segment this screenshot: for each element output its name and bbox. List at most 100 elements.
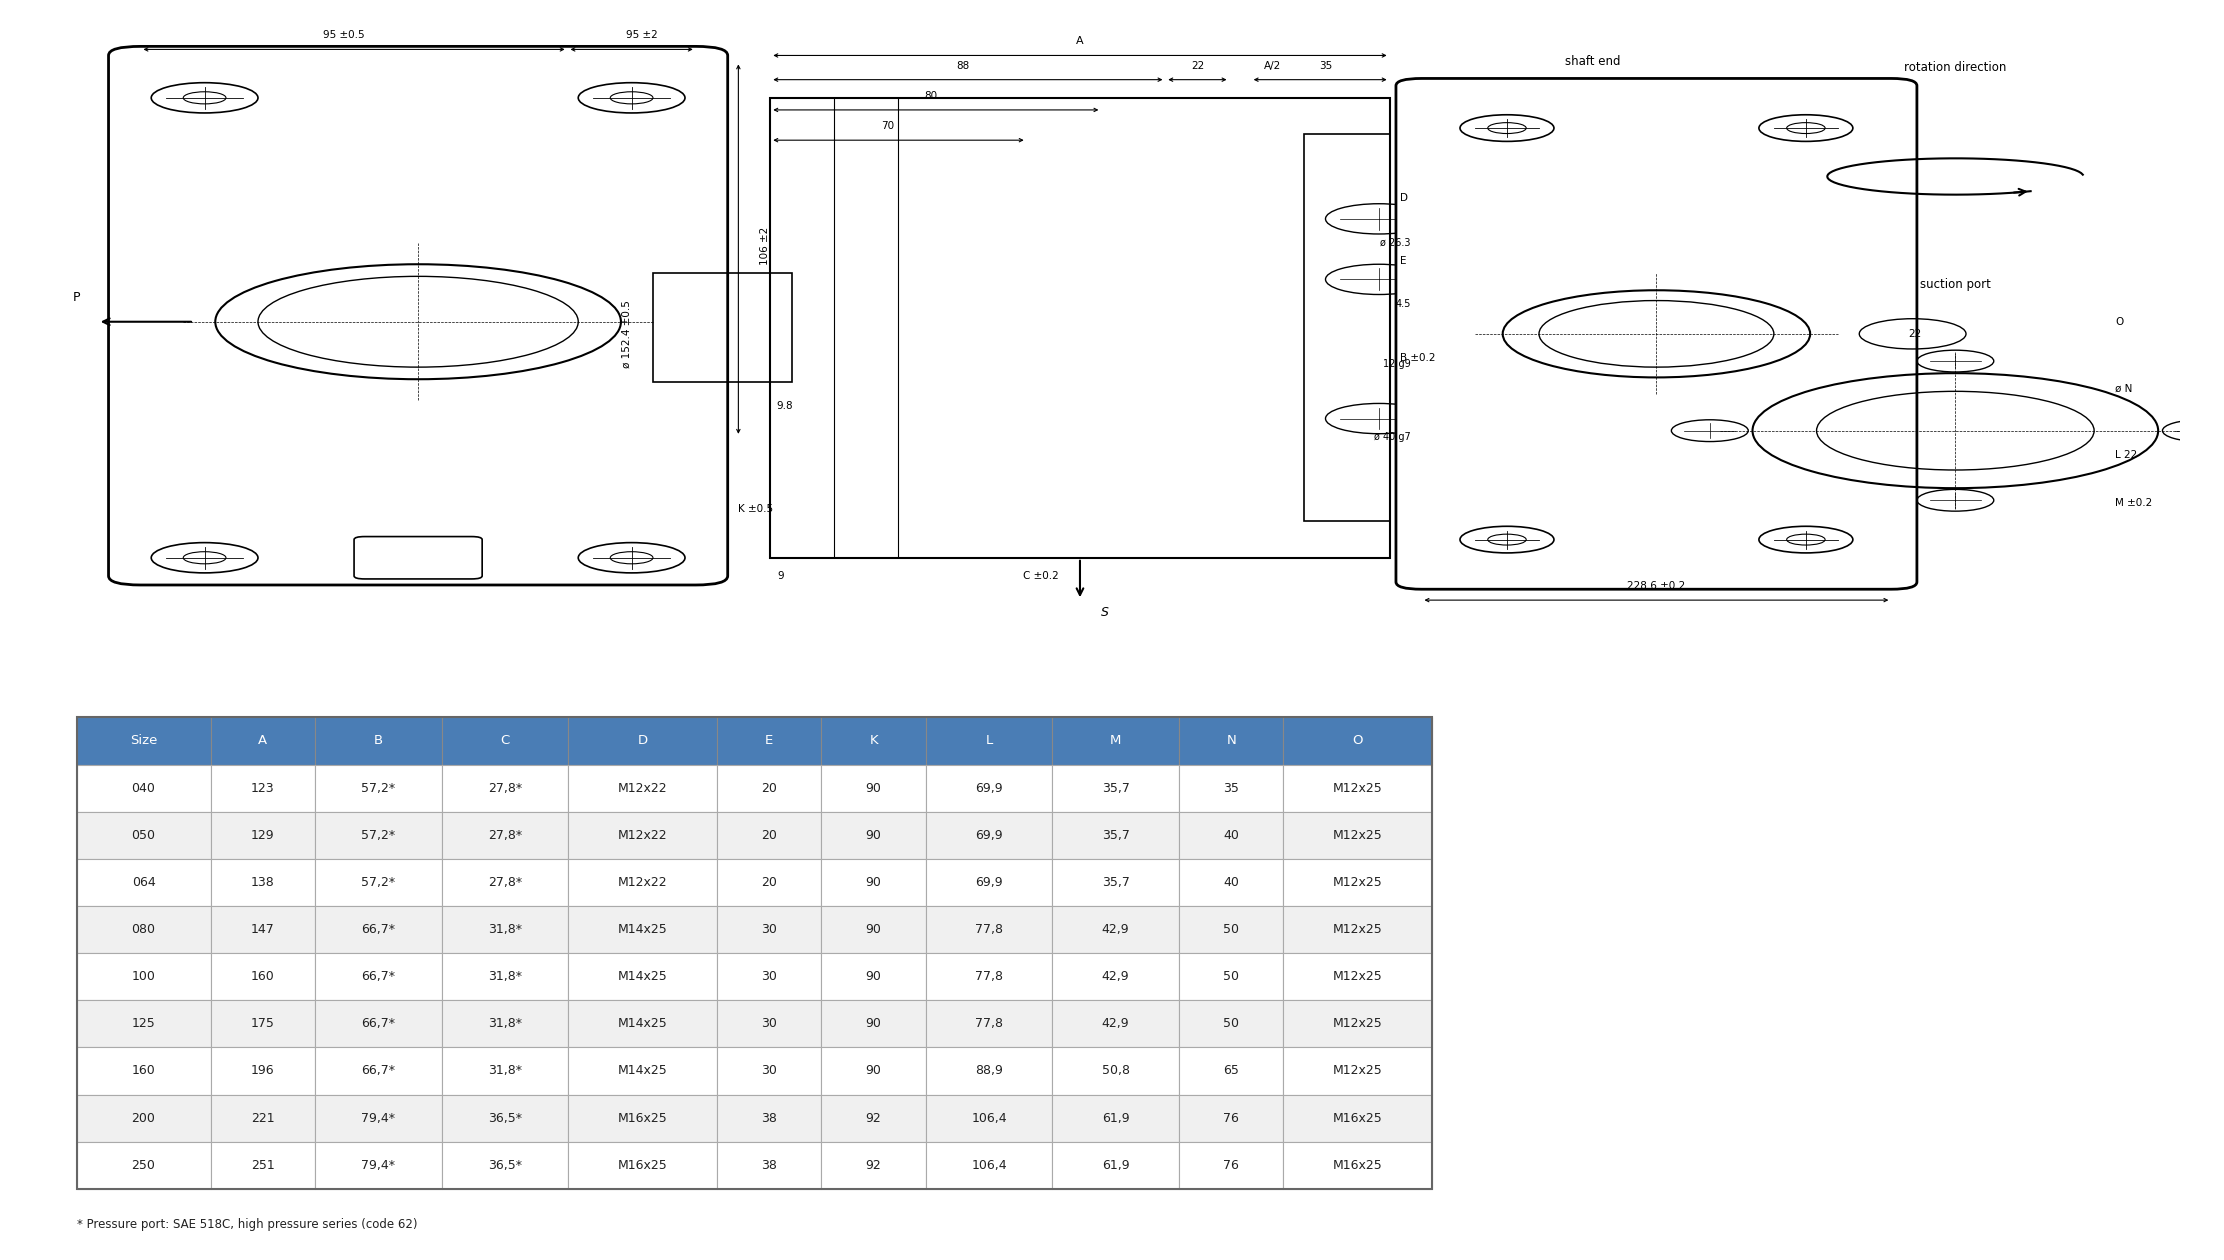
Text: Size: Size — [129, 735, 158, 747]
Text: M12x22: M12x22 — [618, 781, 667, 795]
Text: 27,8*: 27,8* — [487, 876, 523, 888]
Bar — [716, 1047, 821, 1095]
Text: 38: 38 — [761, 1111, 776, 1125]
Text: 65: 65 — [1223, 1065, 1239, 1077]
Bar — [716, 811, 821, 859]
Text: 123: 123 — [251, 781, 274, 795]
Text: 92: 92 — [865, 1111, 881, 1125]
Bar — [925, 717, 1052, 765]
Text: 20: 20 — [761, 781, 776, 795]
Text: 160: 160 — [251, 970, 274, 983]
Text: 42,9: 42,9 — [1101, 1017, 1130, 1031]
Text: C ±0.2: C ±0.2 — [1023, 571, 1059, 581]
Text: 35: 35 — [1223, 781, 1239, 795]
Bar — [925, 765, 1052, 811]
Bar — [1283, 717, 1432, 765]
Text: ø 40 g7: ø 40 g7 — [1374, 432, 1410, 442]
Text: 42,9: 42,9 — [1101, 970, 1130, 983]
Text: M12x25: M12x25 — [1332, 876, 1383, 888]
Text: 50: 50 — [1223, 924, 1239, 936]
Bar — [76, 906, 211, 953]
Bar — [443, 717, 567, 765]
Bar — [443, 1000, 567, 1047]
Text: 70: 70 — [881, 121, 894, 131]
Text: 138: 138 — [251, 876, 274, 888]
Bar — [211, 1095, 316, 1142]
Text: M ±0.2: M ±0.2 — [2115, 498, 2153, 508]
Bar — [1179, 953, 1283, 1000]
Bar — [76, 859, 211, 906]
Text: D: D — [1401, 193, 1408, 203]
Bar — [567, 1095, 716, 1142]
Bar — [567, 906, 716, 953]
Text: P: P — [73, 291, 80, 304]
Bar — [316, 906, 443, 953]
Bar — [316, 859, 443, 906]
Text: M16x25: M16x25 — [618, 1111, 667, 1125]
Text: 12 g9: 12 g9 — [1383, 359, 1410, 369]
Bar — [925, 811, 1052, 859]
Text: 66,7*: 66,7* — [360, 924, 396, 936]
Text: 35,7: 35,7 — [1101, 829, 1130, 842]
Text: 77,8: 77,8 — [974, 924, 1003, 936]
Bar — [76, 1000, 211, 1047]
Text: M16x25: M16x25 — [1332, 1111, 1383, 1125]
Text: 040: 040 — [131, 781, 156, 795]
Bar — [654, 273, 792, 382]
Bar — [1179, 1095, 1283, 1142]
Bar — [443, 811, 567, 859]
Bar — [925, 1000, 1052, 1047]
Bar — [1179, 906, 1283, 953]
Bar — [443, 1142, 567, 1188]
Text: 9: 9 — [778, 571, 785, 581]
Bar — [1283, 1142, 1432, 1188]
Bar — [821, 1142, 925, 1188]
Bar — [76, 1095, 211, 1142]
Text: 22: 22 — [1190, 60, 1203, 71]
Text: B: B — [374, 735, 383, 747]
Bar — [716, 859, 821, 906]
Text: 35,7: 35,7 — [1101, 876, 1130, 888]
Bar — [821, 953, 925, 1000]
Text: 38: 38 — [761, 1159, 776, 1172]
Text: 40: 40 — [1223, 829, 1239, 842]
Text: 30: 30 — [761, 1065, 776, 1077]
Text: 228.6 ±0.2: 228.6 ±0.2 — [1628, 581, 1686, 591]
Text: A/2: A/2 — [1263, 60, 1281, 71]
Text: 79,4*: 79,4* — [360, 1111, 396, 1125]
Text: 90: 90 — [865, 924, 881, 936]
Text: 160: 160 — [131, 1065, 156, 1077]
Bar — [1283, 1000, 1432, 1047]
Text: 57,2*: 57,2* — [360, 829, 396, 842]
Text: A: A — [258, 735, 267, 747]
Text: 76: 76 — [1223, 1111, 1239, 1125]
Text: L 22: L 22 — [2115, 450, 2137, 460]
Bar — [925, 906, 1052, 953]
Text: D: D — [638, 735, 647, 747]
Bar — [821, 1095, 925, 1142]
Text: 61,9: 61,9 — [1101, 1159, 1130, 1172]
Bar — [443, 1047, 567, 1095]
Text: 106,4: 106,4 — [972, 1111, 1007, 1125]
Bar — [443, 859, 567, 906]
Text: 31,8*: 31,8* — [487, 924, 523, 936]
Text: 88,9: 88,9 — [974, 1065, 1003, 1077]
Bar — [76, 811, 211, 859]
Text: suction port: suction port — [1919, 278, 1990, 291]
Bar — [316, 1142, 443, 1188]
Text: L: L — [985, 735, 992, 747]
Bar — [443, 765, 567, 811]
Bar — [76, 1142, 211, 1188]
Bar — [567, 953, 716, 1000]
Text: 129: 129 — [251, 829, 274, 842]
Bar — [925, 953, 1052, 1000]
Bar — [925, 1095, 1052, 1142]
Bar — [1283, 906, 1432, 953]
Bar — [1179, 1000, 1283, 1047]
Text: 90: 90 — [865, 781, 881, 795]
Bar — [1283, 953, 1432, 1000]
Text: shaft end: shaft end — [1566, 54, 1619, 68]
Bar — [1179, 765, 1283, 811]
Bar — [1179, 859, 1283, 906]
Text: S: S — [1101, 606, 1110, 619]
